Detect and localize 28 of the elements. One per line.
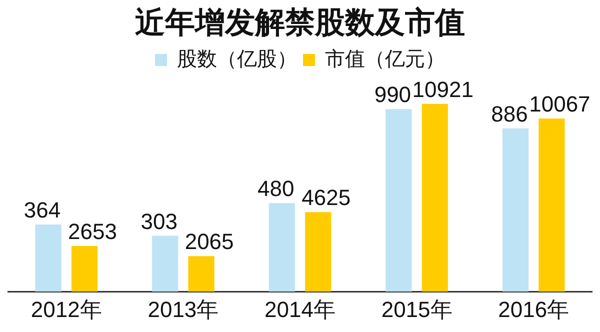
x-tick-label: 2016年	[498, 296, 570, 322]
data-label: 4625	[302, 185, 351, 210]
bar	[422, 104, 448, 292]
bar	[502, 128, 529, 292]
data-label: 480	[258, 176, 294, 202]
bar	[268, 203, 295, 292]
x-tick-label: 2013年	[148, 296, 219, 322]
data-label: 364	[24, 198, 61, 223]
x-tick-label: 2014年	[264, 296, 336, 322]
data-label: 2065	[184, 229, 234, 254]
chart-title: 近年增发解禁股数及市值	[135, 5, 465, 40]
bar	[538, 118, 565, 292]
x-tick-label: 2015年	[381, 296, 452, 322]
data-label: 2653	[68, 219, 117, 244]
data-label: 886	[491, 101, 528, 126]
data-label: 10067	[529, 92, 590, 117]
data-label: 303	[140, 208, 178, 234]
bar	[386, 109, 412, 292]
bar	[71, 246, 98, 292]
data-label: 990	[374, 82, 412, 108]
bar	[152, 236, 178, 292]
bar	[35, 224, 62, 292]
bar	[305, 212, 332, 292]
legend-label: 市值（亿元）	[325, 48, 445, 71]
data-label: 10921	[412, 76, 474, 102]
legend-label: 股数（亿股）	[177, 48, 297, 71]
bar	[188, 256, 214, 292]
x-tick-label: 2012年	[30, 296, 102, 322]
